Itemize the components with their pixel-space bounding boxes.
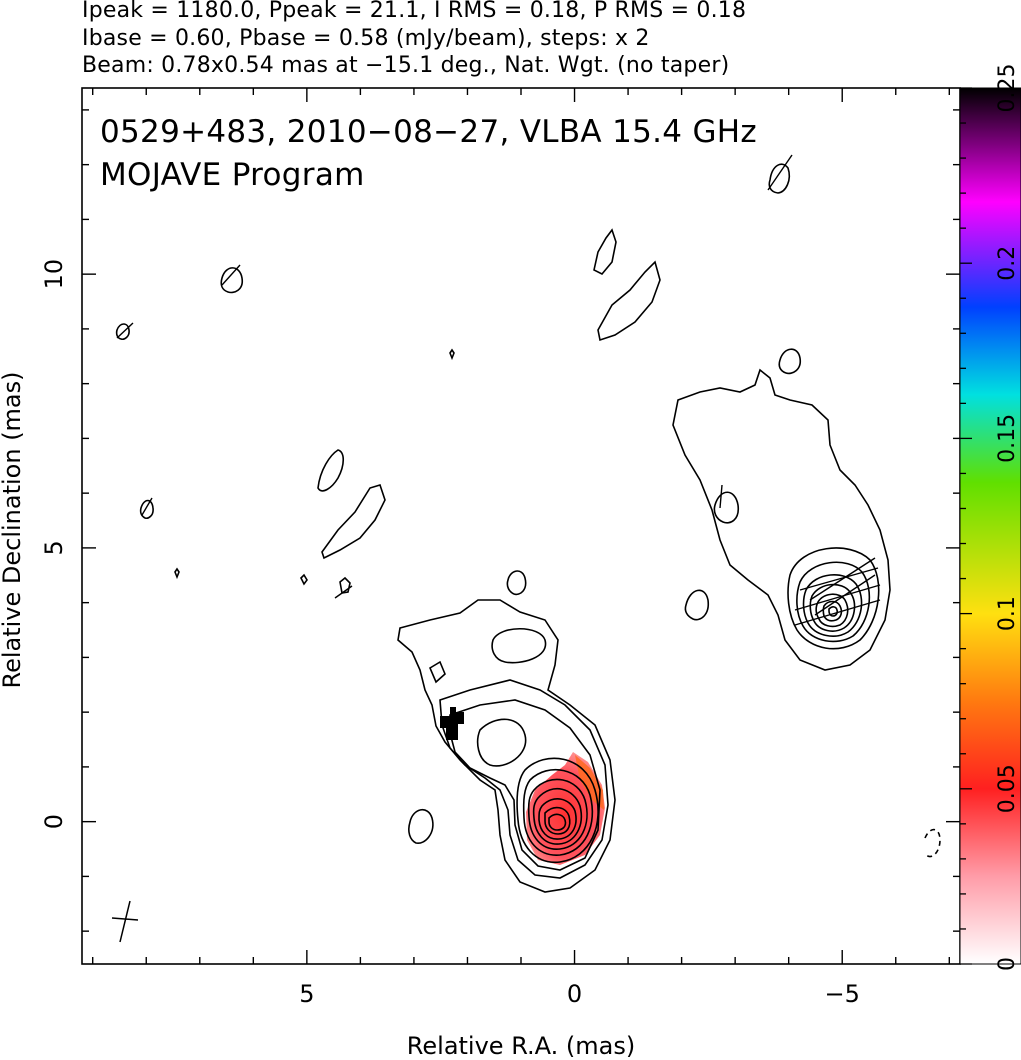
- beam-marker: [111, 900, 139, 943]
- y-tick-label: 0: [40, 814, 68, 829]
- colorbar-tick-label: 0.05: [995, 764, 1020, 813]
- header-base-line: Ibase = 0.60, Pbase = 0.58 (mJy/beam), s…: [82, 26, 650, 51]
- plot-frame: [81, 87, 961, 965]
- x-axis-label: Relative R.A. (mas): [407, 1032, 635, 1060]
- polarization-color-map: [440, 707, 605, 865]
- colorbar: [959, 87, 1021, 965]
- header-peak-line: Ipeak = 1180.0, Ppeak = 21.1, I RMS = 0.…: [82, 0, 747, 23]
- x-tick-label: −5: [825, 980, 860, 1008]
- source-title: 0529+483, 2010−08−27, VLBA 15.4 GHz: [100, 114, 757, 150]
- colorbar-tick-label: 0.15: [995, 414, 1020, 463]
- y-tick-label: 5: [40, 540, 68, 555]
- x-tick-label: 0: [567, 980, 582, 1008]
- program-subtitle: MOJAVE Program: [100, 157, 365, 193]
- colorbar-tick-label: 0: [995, 957, 1020, 971]
- colorbar-tick-label: 0.1: [995, 596, 1020, 631]
- y-axis-label: Relative Declination (mas): [0, 371, 26, 688]
- polarization-vectors: [116, 154, 881, 626]
- header-beam-line: Beam: 0.78x0.54 mas at −15.1 deg., Nat. …: [82, 53, 730, 78]
- intensity-contours: [115, 163, 941, 893]
- y-tick-label: 10: [40, 259, 68, 290]
- colorbar-tick-label: 0.25: [995, 64, 1020, 113]
- colorbar-tick-label: 0.2: [995, 246, 1020, 281]
- x-tick-label: 5: [299, 980, 314, 1008]
